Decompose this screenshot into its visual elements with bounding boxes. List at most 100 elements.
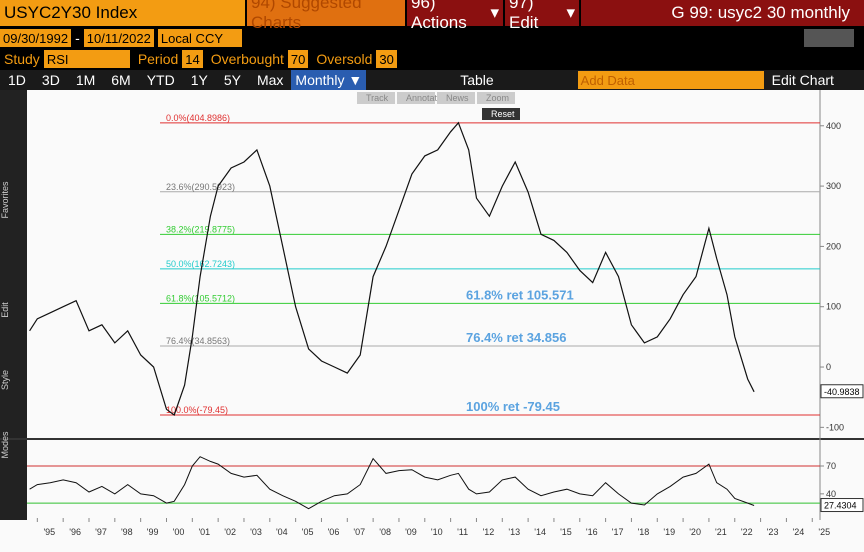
y-tick-label: 0 <box>826 362 831 372</box>
study[interactable]: RSI <box>43 50 130 68</box>
range-button[interactable]: YTD <box>146 72 175 88</box>
fib-label: 50.0%(162.7243) <box>166 259 235 269</box>
edit: 97) Edit <box>509 0 539 32</box>
fib-label: 38.2%(219.8775) <box>166 224 235 234</box>
x-tick-label: '24 <box>793 527 805 537</box>
chart-tools: Track Annotate News Zoom Reset <box>357 92 520 120</box>
last-value-box <box>820 384 864 399</box>
annotation: 100% ret -79.45 <box>466 399 560 414</box>
range-button[interactable]: Max <box>256 72 284 88</box>
x-tick-label: '96 <box>69 527 81 537</box>
last-value-box <box>820 498 864 513</box>
x-tick-label: '00 <box>173 527 185 537</box>
fib-label: 0.0%(404.8986) <box>166 113 230 123</box>
y-tick-label: 70 <box>826 461 836 471</box>
undo-redo[interactable] <box>804 29 854 47</box>
tool-button[interactable] <box>482 108 520 120</box>
x-tick-label: '02 <box>224 527 236 537</box>
end-date[interactable]: 10/11/2022 <box>83 29 154 47</box>
x-tick-label: '07 <box>353 527 365 537</box>
currency[interactable]: Local CCY <box>157 29 242 47</box>
range-button[interactable]: 1D <box>8 72 26 88</box>
y-tick-label: 40 <box>826 489 836 499</box>
annotation: 61.8% ret 105.571 <box>466 287 574 302</box>
x-tick-label: '17 <box>612 527 624 537</box>
y-tick-label: 200 <box>826 241 841 251</box>
frequency[interactable]: Monthly ▼ <box>291 70 367 90</box>
oversold[interactable]: 30 <box>376 50 397 68</box>
period[interactable]: 14 <box>182 50 203 68</box>
side-label: Favorites <box>0 181 10 219</box>
fib-label: 100.0%(-79.45) <box>166 405 228 415</box>
range-button[interactable]: 6M <box>111 72 131 88</box>
overbought-label: Overbought <box>210 51 284 67</box>
x-tick-label: '20 <box>689 527 701 537</box>
tool-button[interactable] <box>397 92 435 104</box>
x-tick-label: '22 <box>741 527 753 537</box>
x-tick-label: '16 <box>586 527 598 537</box>
date-row: 09/30/1992- 10/11/2022 Local CCY <box>0 28 864 48</box>
actions: 96) Actions <box>411 0 467 32</box>
x-tick-label: '13 <box>508 527 520 537</box>
tool-button[interactable] <box>477 92 515 104</box>
x-tick-label: '06 <box>328 527 340 537</box>
panel-divider <box>0 438 864 440</box>
page-title: G 99: usyc2 30 monthly <box>581 0 864 26</box>
x-tick-label: '08 <box>379 527 391 537</box>
x-tick-label: '23 <box>767 527 779 537</box>
x-tick-label: '25 <box>818 527 830 537</box>
tool-label: Track <box>366 93 389 103</box>
suggested-charts[interactable]: 94) Suggested Charts <box>247 0 405 32</box>
title-bar: USYC2Y30 Index 94) Suggested Charts 96) … <box>0 0 864 32</box>
range-button[interactable]: 5Y <box>223 72 241 88</box>
x-tick-label: '18 <box>638 527 650 537</box>
x-tick-label: '95 <box>43 527 55 537</box>
table[interactable]: Table <box>460 72 494 88</box>
x-tick-label: '05 <box>302 527 314 537</box>
study-row: Study RSI Period 14 Overbought 70 Overso… <box>0 49 864 69</box>
add-data[interactable]: Add Data <box>577 71 764 89</box>
fib-label: 61.8%(105.5712) <box>166 293 235 303</box>
actions-menu[interactable]: 96) Actions ▾ <box>407 0 503 32</box>
annotation: 76.4% ret 34.856 <box>466 330 566 345</box>
overbought[interactable]: 70 <box>287 50 309 68</box>
chart: Track Annotate News Zoom Reset Favorites Edit… <box>0 90 864 552</box>
x-tick-label: '10 <box>431 527 443 537</box>
price-line <box>29 121 755 416</box>
tool-label: Reset <box>491 109 515 119</box>
edit-menu[interactable]: 97) Edit ▾ <box>505 0 579 32</box>
range-button[interactable]: 3D <box>41 72 60 88</box>
x-tick-label: '09 <box>405 527 417 537</box>
fib-label: 76.4%(34.8563) <box>166 336 230 346</box>
tool-label: Annotate <box>406 93 442 103</box>
tool-label: Zoom <box>486 93 509 103</box>
side-label: Edit <box>0 302 10 318</box>
rsi-line <box>29 456 755 510</box>
background <box>0 90 864 552</box>
side-toolbar <box>0 90 27 520</box>
tool-button[interactable] <box>357 92 395 104</box>
frequency-text: Monthly <box>295 72 345 88</box>
x-tick-label: '04 <box>276 527 288 537</box>
y-tick-label: 100 <box>826 302 841 312</box>
oversold-label: Oversold <box>316 51 373 67</box>
tool-button[interactable] <box>437 92 475 104</box>
start-date[interactable]: 09/30/1992 <box>0 29 72 47</box>
y-tick-label: 300 <box>826 181 841 191</box>
x-tick-label: '97 <box>95 527 107 537</box>
security[interactable]: USYC2Y30 Index <box>0 0 245 26</box>
fib-label: 23.6%(290.5923) <box>166 182 235 192</box>
x-tick-label: '99 <box>147 527 159 537</box>
x-tick-label: '01 <box>198 527 210 537</box>
range-button[interactable]: 1M <box>75 72 96 88</box>
last-value: -40.9838 <box>824 387 860 397</box>
ranges: 1D 3D 1M 6M YTD 1Y 5Y Max <box>0 72 291 88</box>
x-tick-label: '98 <box>121 527 133 537</box>
edit-chart[interactable]: Edit Chart <box>771 72 834 88</box>
last-value: 27.4304 <box>824 501 857 511</box>
x-tick-label: '14 <box>534 527 546 537</box>
range-button[interactable]: 1Y <box>190 72 208 88</box>
x-tick-label: '03 <box>250 527 262 537</box>
x-tick-label: '15 <box>560 527 572 537</box>
